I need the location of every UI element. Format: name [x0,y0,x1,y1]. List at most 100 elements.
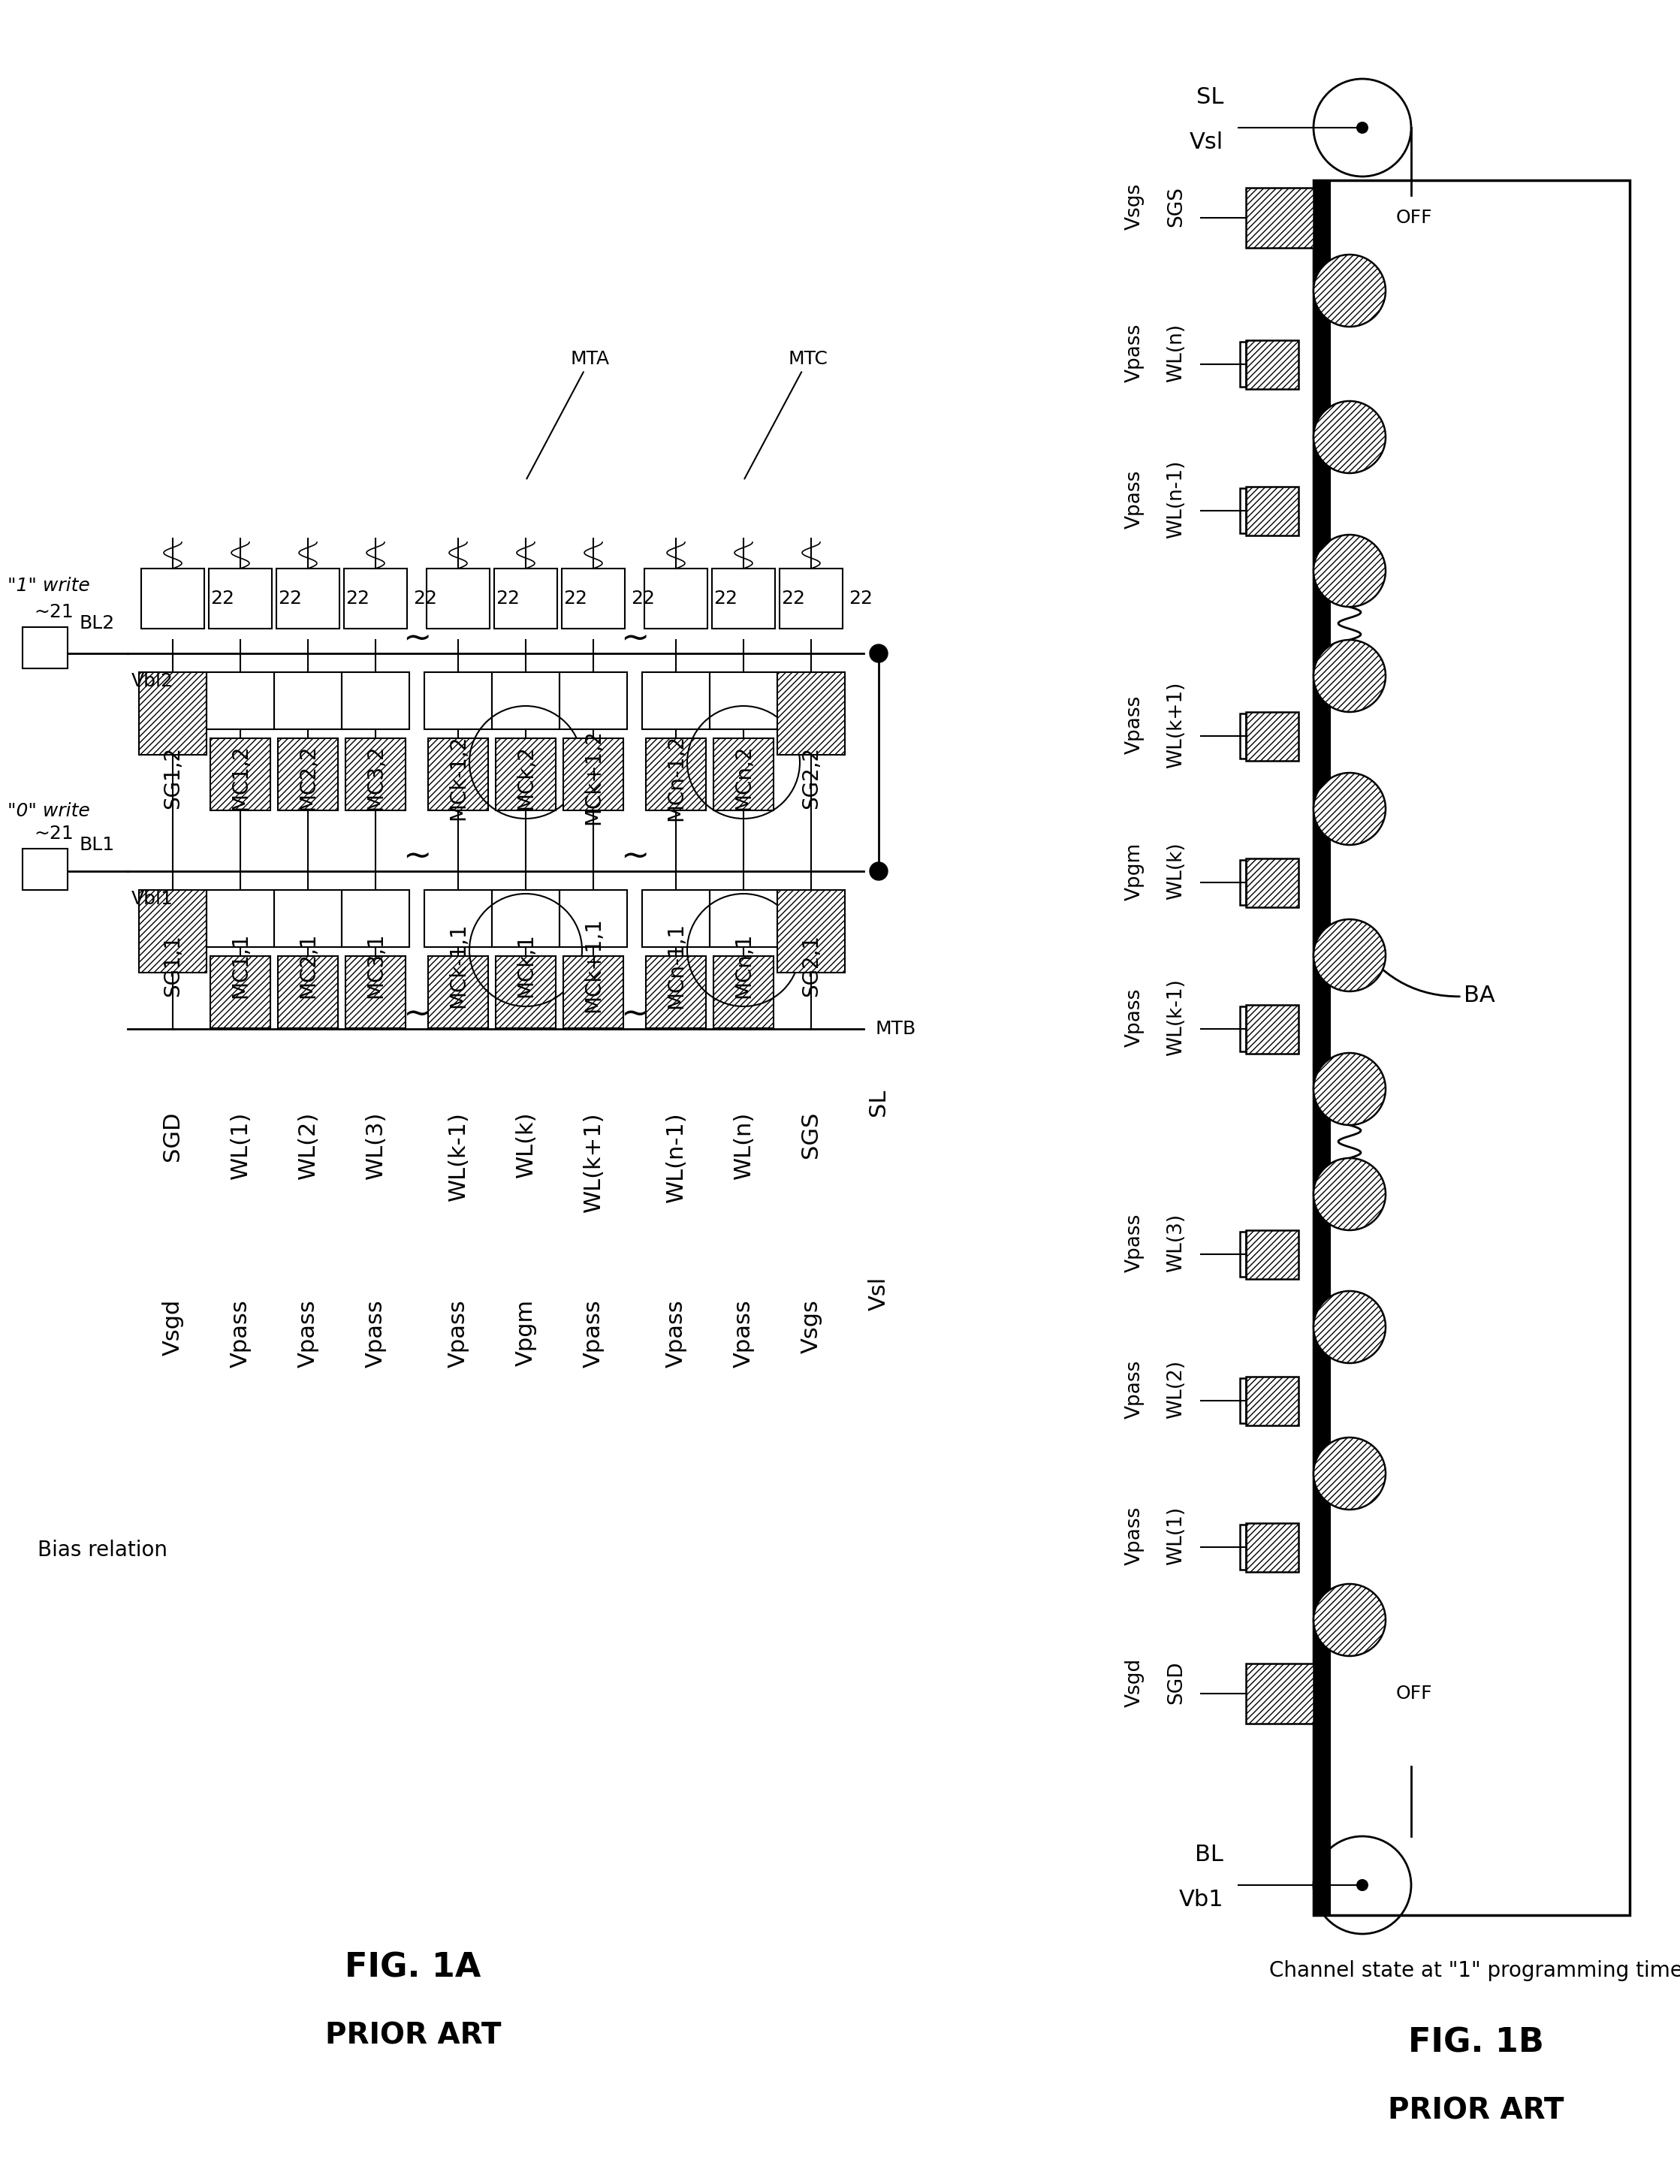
Bar [428,957,489,1029]
Circle shape [1314,640,1386,712]
Text: Vpass: Vpass [732,1299,754,1367]
Text: MC2,1: MC2,1 [297,933,319,998]
Bar [492,889,559,948]
Text: Vpass: Vpass [365,1299,386,1367]
Text: PRIOR ART: PRIOR ART [324,2020,501,2049]
Text: SG2,2: SG2,2 [801,747,822,808]
Text: Vsgs: Vsgs [800,1299,822,1354]
Bar [1247,341,1299,389]
Bar [778,889,845,972]
Text: Channel state at "1" programming time: Channel state at "1" programming time [1268,1961,1680,1981]
Bar [496,738,556,810]
Text: ~21: ~21 [34,826,74,843]
Bar [22,850,67,889]
Text: Vpass: Vpass [1126,1507,1144,1566]
Text: SG1,2: SG1,2 [163,747,183,808]
Text: Vb1: Vb1 [1179,1889,1223,1911]
Bar [1240,1378,1247,1424]
Circle shape [1314,1053,1386,1125]
Text: WL(1): WL(1) [1166,1507,1186,1566]
Text: MC2,2: MC2,2 [297,745,319,810]
Text: Vpass: Vpass [665,1299,687,1367]
Text: PRIOR ART: PRIOR ART [1388,2097,1564,2125]
Bar [210,738,270,810]
Text: WL(n): WL(n) [1166,323,1186,382]
Bar [492,673,559,729]
Text: BL1: BL1 [79,836,114,854]
Circle shape [1314,256,1386,328]
Text: Vbl1: Vbl1 [131,889,173,909]
Bar [1240,1232,1247,1278]
Circle shape [1314,1437,1386,1509]
Text: 22: 22 [277,590,302,607]
Bar [778,673,845,756]
Bar [208,568,272,629]
Bar [274,673,341,729]
Text: MCk-1,2: MCk-1,2 [447,734,469,819]
Bar [425,673,492,729]
Text: ~: ~ [620,839,648,874]
Text: Bias relation: Bias relation [37,1540,168,1562]
Text: 22: 22 [496,590,519,607]
Text: MCk-1,1: MCk-1,1 [447,922,469,1007]
Text: MCk+1,2: MCk+1,2 [583,729,603,826]
Text: SG2,1: SG2,1 [801,935,822,996]
Bar [428,738,489,810]
Text: Vpass: Vpass [297,1299,319,1367]
Text: ~21: ~21 [34,603,74,620]
Bar [642,889,709,948]
Circle shape [1314,535,1386,607]
Bar [341,673,410,729]
Text: SL: SL [869,1090,890,1116]
Text: Vpass: Vpass [1126,1361,1144,1420]
Text: Vpgm: Vpgm [514,1299,536,1367]
Text: SL: SL [1196,87,1223,109]
Bar [1240,489,1247,533]
Text: OFF: OFF [1396,210,1433,227]
Text: ~: ~ [403,996,432,1031]
Bar [712,568,774,629]
Bar [645,957,706,1029]
Text: MC1,1: MC1,1 [230,933,250,998]
Bar [1240,341,1247,387]
Text: Vpgm: Vpgm [1126,843,1144,900]
Text: Vpass: Vpass [583,1299,605,1367]
Text: SGS: SGS [1166,186,1186,227]
Bar [1247,1376,1299,1426]
Bar [561,568,625,629]
Bar [1247,712,1299,760]
Text: WL(k+1): WL(k+1) [1166,681,1186,769]
Text: 22: 22 [346,590,370,607]
Text: Vpass: Vpass [1126,987,1144,1046]
Text: ~: ~ [620,996,648,1031]
Text: ~: ~ [403,839,432,874]
Bar [344,568,407,629]
Text: "1" write: "1" write [7,577,91,594]
Bar [207,673,274,729]
Bar [346,738,405,810]
Bar [1247,1005,1299,1053]
Text: WL(n): WL(n) [732,1112,754,1179]
Bar [1240,714,1247,758]
Bar [277,738,338,810]
Bar [714,957,773,1029]
Text: MCk,1: MCk,1 [516,933,536,998]
Text: Vbl2: Vbl2 [131,673,173,690]
Circle shape [1356,1878,1368,1891]
Bar [559,889,627,948]
Bar [1247,1230,1299,1280]
Bar [642,673,709,729]
Text: Vpass: Vpass [1126,1214,1144,1273]
Bar [139,889,207,972]
Bar [277,568,339,629]
Text: ~: ~ [403,622,432,655]
Text: WL(k-1): WL(k-1) [447,1112,469,1201]
Bar [1247,1664,1314,1723]
Circle shape [1314,1158,1386,1230]
Text: MCk,2: MCk,2 [516,745,536,810]
Text: MC3,1: MC3,1 [365,933,386,998]
Text: MCn-1,1: MCn-1,1 [665,922,687,1009]
Bar [1247,188,1314,247]
Bar [1314,181,1331,1915]
Bar [1314,181,1630,1915]
